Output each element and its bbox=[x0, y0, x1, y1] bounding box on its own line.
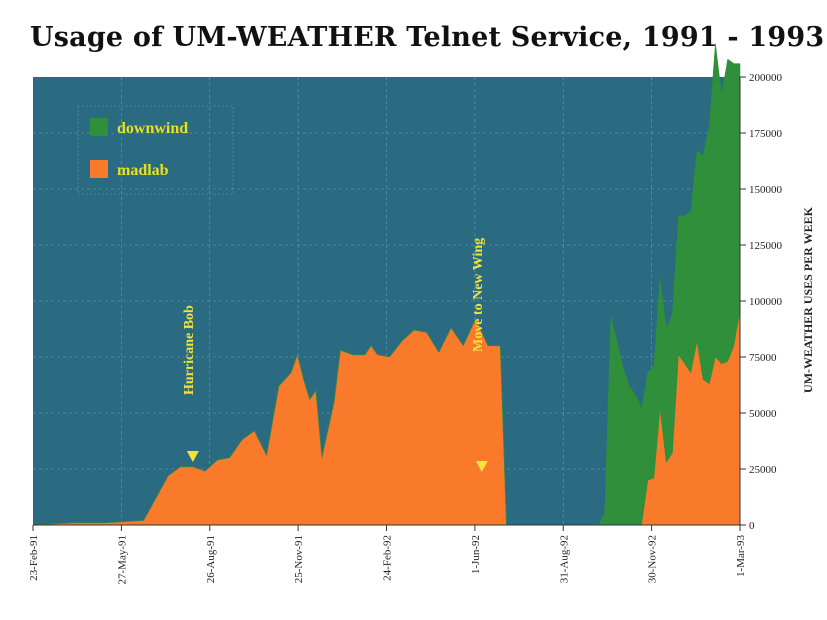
annotations: Hurricane Bob Move to New Wing bbox=[182, 238, 488, 472]
legend-swatch-downwind bbox=[90, 118, 108, 136]
y-axis: 0 25000 50000 75000 100000 125000 150000 175000… bbox=[739, 72, 783, 532]
y-axis-label: UM-WEATHER USES PER WEEK bbox=[801, 206, 815, 393]
x-tick-label: 25-Nov-91 bbox=[293, 535, 305, 583]
x-tick-label: 24-Feb-92 bbox=[382, 535, 394, 581]
y-tick-label: 100000 bbox=[749, 296, 783, 308]
x-tick-label: 31-Aug-92 bbox=[558, 535, 570, 583]
annotation-label: Hurricane Bob bbox=[182, 305, 197, 395]
y-tick-label: 0 bbox=[749, 520, 755, 532]
y-tick-label: 150000 bbox=[749, 184, 783, 196]
x-tick-label: 23-Feb-91 bbox=[28, 535, 40, 581]
y-tick-label: 125000 bbox=[749, 240, 783, 252]
y-tick-label: 25000 bbox=[749, 464, 777, 476]
legend-label-madlab: madlab bbox=[117, 162, 169, 179]
legend-box bbox=[77, 105, 234, 195]
annotation-arrow bbox=[186, 451, 199, 462]
x-tick-label: 1-Mar-93 bbox=[735, 535, 747, 577]
legend-label-downwind: downwind bbox=[117, 120, 188, 137]
x-axis: 23-Feb-91 27-May-91 26-Aug-91 25-Nov-91 24-F… bbox=[28, 524, 747, 585]
y-tick-label: 75000 bbox=[749, 352, 777, 364]
y-tick-label: 200000 bbox=[749, 72, 783, 84]
legend: downwind madlab bbox=[77, 105, 234, 195]
annotation-label: Move to New Wing bbox=[471, 238, 486, 352]
annotation-arrow bbox=[475, 461, 488, 472]
legend-swatch-madlab bbox=[90, 160, 108, 178]
x-tick-label: 27-May-91 bbox=[116, 535, 128, 585]
chart-title: Usage of UM-WEATHER Telnet Service, 1991… bbox=[30, 22, 825, 53]
y-tick-label: 50000 bbox=[749, 408, 777, 420]
x-tick-label: 1-Jun-92 bbox=[470, 535, 482, 574]
y-tick-label: 175000 bbox=[749, 128, 783, 140]
x-tick-label: 30-Nov-92 bbox=[647, 535, 659, 583]
x-tick-label: 26-Aug-91 bbox=[205, 535, 217, 583]
